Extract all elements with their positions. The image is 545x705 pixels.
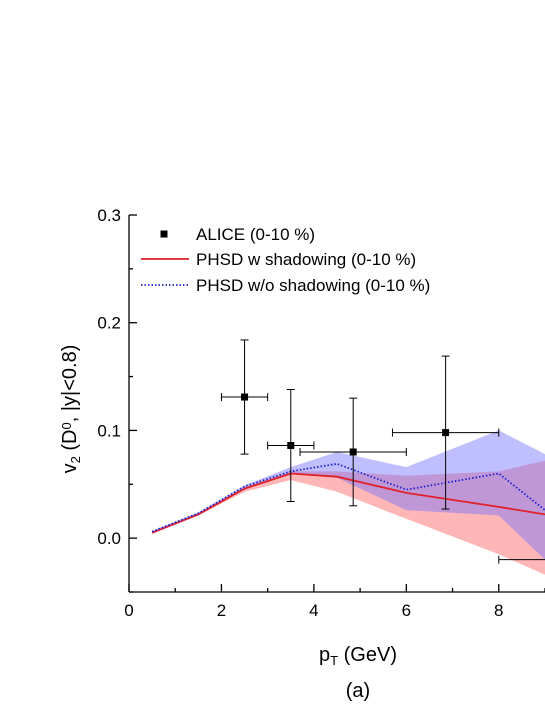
band-series-1 [152,430,545,560]
legend-marker-alice [160,230,168,238]
legend-label-phsd-no-shadowing: PHSD w/o shadowing (0-10 %) [196,276,430,295]
band-series-0 [152,460,545,575]
alice-point-3 [391,355,500,510]
x-tick-label: 8 [494,601,503,620]
panel-label: (a) [346,680,370,702]
y-tick-label: 0.3 [97,206,121,225]
x-axis-label: pT (GeV) [319,644,397,668]
y-tick-label: 0.1 [97,421,121,440]
x-tick-label: 2 [217,601,226,620]
alice-point-1 [267,388,315,503]
x-tick-label: 6 [402,601,411,620]
alice-point-4 [498,555,545,564]
legend: ALICE (0-10 %) PHSD w shadowing (0-10 %)… [141,225,430,295]
legend-label-alice: ALICE (0-10 %) [196,225,315,244]
line-series-1 [151,462,545,533]
y-tick-label: 0.0 [97,529,121,548]
y-axis-label: v2 (D0, |y|<0.8) [59,345,83,474]
x-tick-label: 4 [309,601,318,620]
line-series-0 [151,472,545,534]
alice-point-2 [299,397,407,507]
alice-point-0 [220,339,269,455]
x-tick-label: 0 [124,601,133,620]
y-tick-label: 0.2 [97,314,121,333]
legend-label-phsd-shadowing: PHSD w shadowing (0-10 %) [196,250,416,269]
